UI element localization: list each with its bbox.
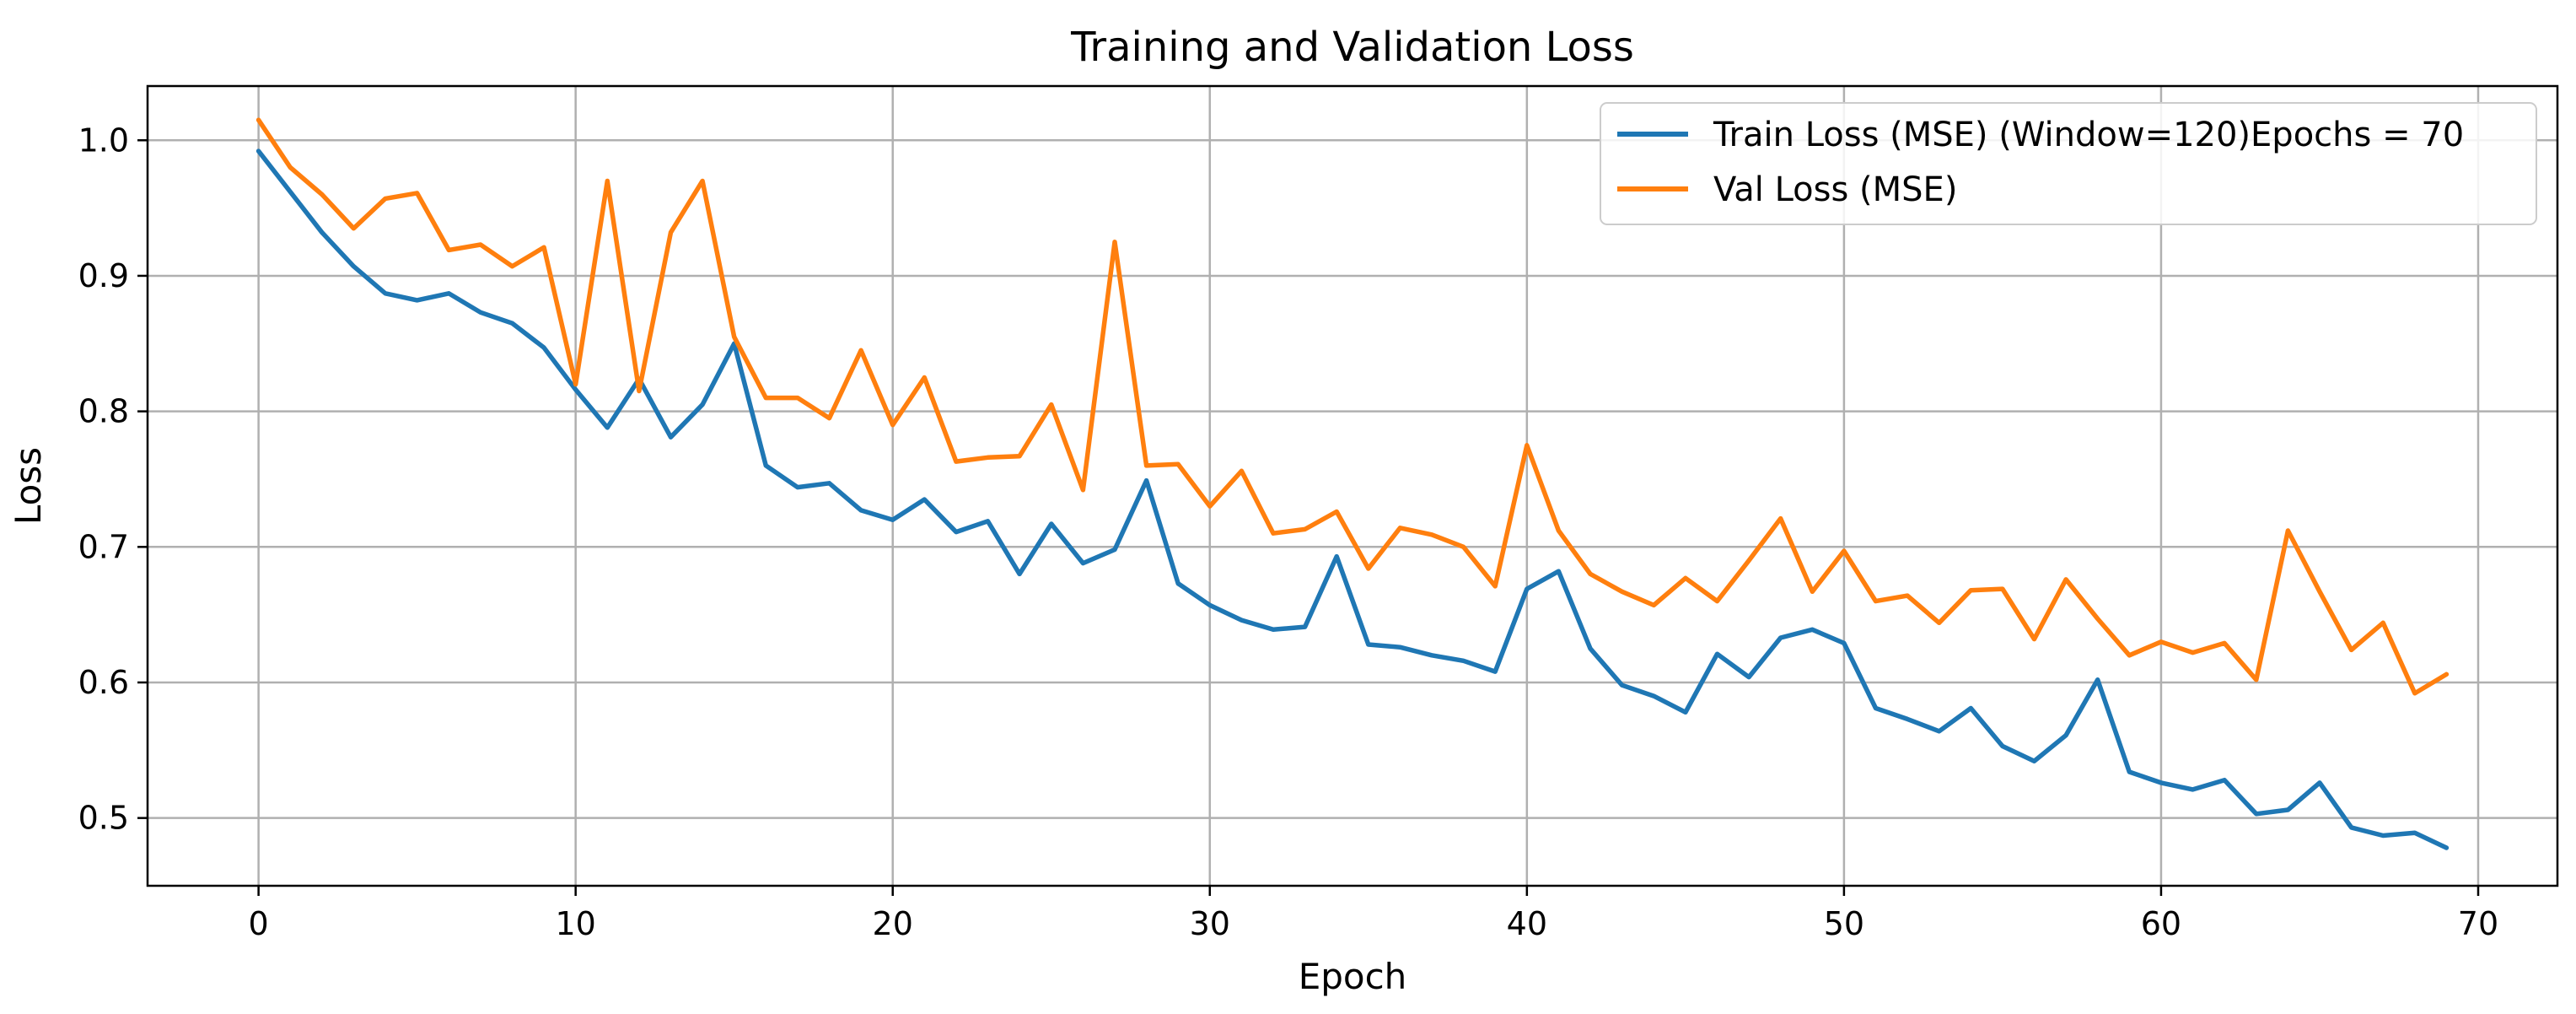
y-tick-label: 0.6: [78, 664, 129, 701]
plot-frame: [146, 84, 2559, 887]
chart-title: Training and Validation Loss: [1070, 24, 1634, 71]
x-tick-label: 70: [2458, 905, 2498, 942]
series-lines: [255, 117, 2450, 850]
axis-ticks: 0 10 20 30 40 50 60 70 0.5 0.6 0.7 0.8 0.9 1.0: [78, 121, 2499, 942]
y-tick-label: 1.0: [78, 121, 129, 159]
x-tick-label: 10: [555, 905, 595, 942]
x-tick-label: 40: [1507, 905, 1547, 942]
x-tick-label: 50: [1824, 905, 1864, 942]
x-tick-label: 20: [873, 905, 913, 942]
series-line-train: [255, 148, 2450, 850]
legend: Train Loss (MSE) (Window=120)Epochs = 70…: [1600, 102, 2537, 225]
y-tick-label: 0.8: [78, 393, 129, 430]
x-tick-label: 30: [1190, 905, 1230, 942]
legend-box: [1600, 102, 2537, 225]
series-line-val: [255, 117, 2450, 696]
legend-label-val: Val Loss (MSE): [1713, 170, 1957, 209]
y-axis-label: Loss: [8, 447, 49, 525]
legend-label-train: Train Loss (MSE) (Window=120)Epochs = 70: [1713, 116, 2464, 154]
x-tick-label: 0: [249, 905, 269, 942]
y-tick-label: 0.9: [78, 257, 129, 294]
y-tick-label: 0.5: [78, 800, 129, 837]
y-tick-label: 0.7: [78, 528, 129, 565]
x-tick-label: 60: [2141, 905, 2181, 942]
x-axis-label: Epoch: [1299, 956, 1407, 997]
